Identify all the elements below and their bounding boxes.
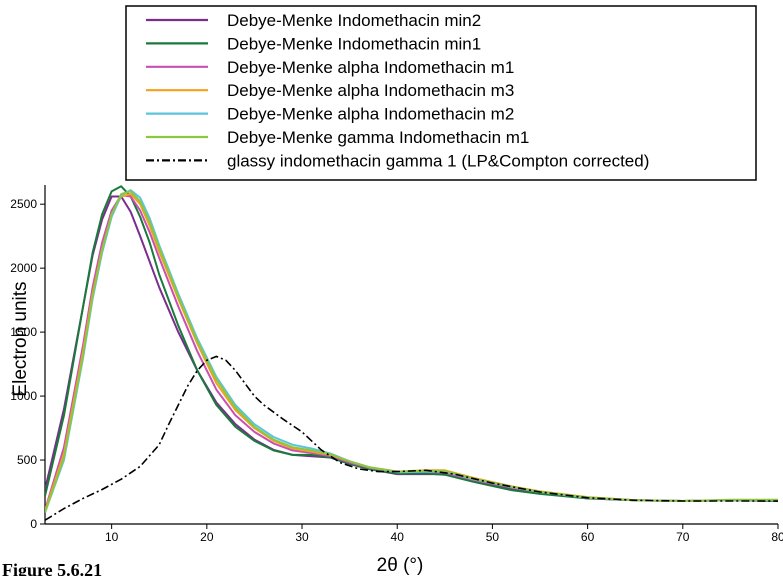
legend-label-5: Debye-Menke alpha Indomethacin m2 <box>227 105 514 124</box>
legend-label-2: Debye-Menke Indomethacin min1 <box>227 34 481 53</box>
figure-caption: Figure 5.6.21 <box>2 563 103 576</box>
legend-label-1: Debye-Menke Indomethacin min2 <box>227 11 481 30</box>
x-axis-label: 2θ (°) <box>377 555 424 576</box>
y-axis: 0 500 1000 1500 2000 2500 <box>10 197 45 531</box>
plot-area <box>44 185 779 525</box>
series-line-4 <box>45 193 778 512</box>
x-tick-label: 70 <box>676 530 690 544</box>
x-tick-label: 80 <box>771 530 783 544</box>
x-tick-label: 50 <box>486 530 500 544</box>
series-line-2 <box>45 185 779 502</box>
legend-label-4: Debye-Menke alpha Indomethacin m3 <box>227 81 514 100</box>
x-tick-label: 30 <box>295 530 309 544</box>
series-line-7 <box>45 355 778 521</box>
x-axis: 10 20 30 40 50 60 70 80 <box>105 524 783 544</box>
y-tick-label: 0 <box>30 517 37 531</box>
legend-label-3: Debye-Menke alpha Indomethacin m1 <box>227 58 514 77</box>
legend-frame <box>125 5 757 181</box>
x-tick-label: 10 <box>105 530 119 544</box>
y-tick-label: 500 <box>17 453 37 467</box>
y-axis-label: Electron units <box>10 281 31 396</box>
y-tick-label: 1500 <box>10 325 37 339</box>
y-tick-label: 2000 <box>10 261 37 275</box>
legend: Debye-Menke Indomethacin min2 Debye-Menke… <box>125 5 757 181</box>
y-tick-label: 2500 <box>10 197 37 211</box>
y-tick-label: 1000 <box>10 389 37 403</box>
x-tick-label: 60 <box>581 530 595 544</box>
legend-label-6: Debye-Menke gamma Indomethacin m1 <box>227 128 529 147</box>
x-tick-label: 40 <box>391 530 405 544</box>
legend-label-7: glassy indomethacin gamma 1 (LP&Compton … <box>227 151 649 170</box>
x-tick-label: 20 <box>200 530 214 544</box>
